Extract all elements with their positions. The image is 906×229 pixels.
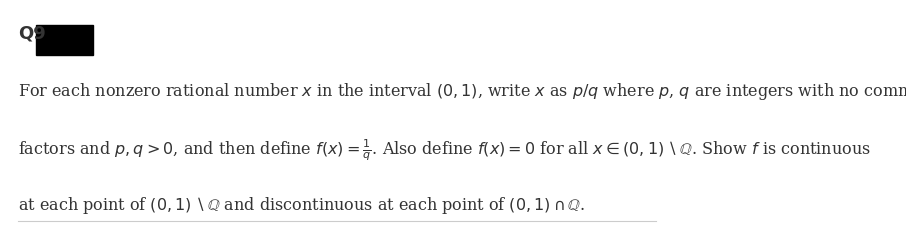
FancyBboxPatch shape — [36, 26, 93, 56]
Text: Q9: Q9 — [18, 24, 46, 42]
Text: For each nonzero rational number $x$ in the interval $(0,1)$, write $x$ as $p/q$: For each nonzero rational number $x$ in … — [18, 81, 906, 101]
Text: at each point of $(0,1) \setminus \mathbb{Q}$ and discontinuous at each point of: at each point of $(0,1) \setminus \mathb… — [18, 194, 585, 215]
Text: factors and $p, q > 0$, and then define $f(x) = \frac{1}{q}$. Also define $f(x) : factors and $p, q > 0$, and then define … — [18, 137, 871, 163]
